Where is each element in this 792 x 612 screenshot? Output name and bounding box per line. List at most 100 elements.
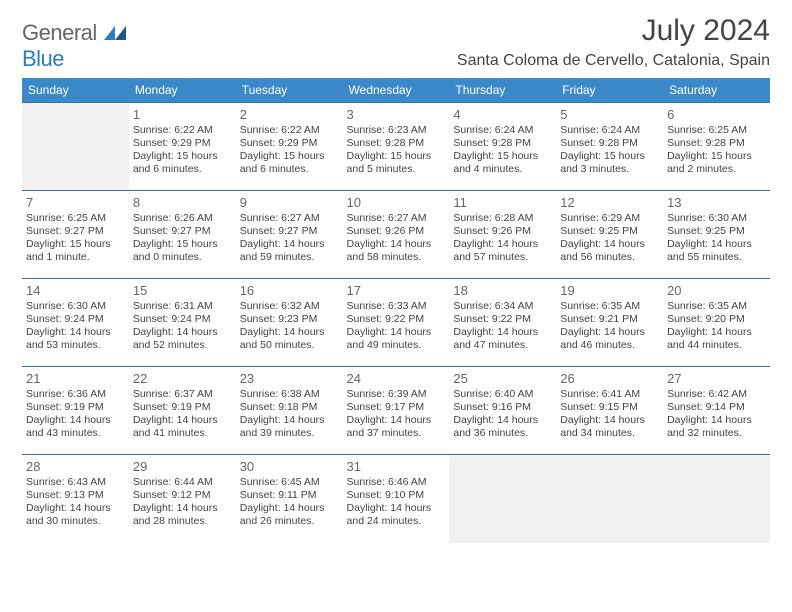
day-header-sunday: Sunday	[22, 78, 129, 103]
week-row: 1 Sunrise: 6:22 AMSunset: 9:29 PMDaylight…	[22, 103, 770, 191]
day-info: Sunrise: 6:27 AMSunset: 9:26 PMDaylight:…	[347, 212, 446, 265]
logo-mark-icon	[104, 26, 126, 40]
page-container: General Blue July 2024 Santa Coloma de C…	[0, 0, 792, 557]
title-block: July 2024 Santa Coloma de Cervello, Cata…	[457, 14, 770, 70]
day-info: Sunrise: 6:27 AMSunset: 9:27 PMDaylight:…	[240, 212, 339, 265]
day-cell: 18 Sunrise: 6:34 AMSunset: 9:22 PMDayligh…	[449, 279, 556, 367]
day-number: 18	[453, 283, 552, 298]
week-row: 21 Sunrise: 6:36 AMSunset: 9:19 PMDayligh…	[22, 367, 770, 455]
day-number: 2	[240, 107, 339, 122]
day-info: Sunrise: 6:39 AMSunset: 9:17 PMDaylight:…	[347, 388, 446, 441]
day-cell: 22Sunrise: 6:37 AMSunset: 9:19 PMDayligh…	[129, 367, 236, 455]
day-number: 7	[26, 195, 125, 210]
day-number: 31	[347, 459, 446, 474]
day-header-monday: Monday	[129, 78, 236, 103]
logo-bottom: Blue	[22, 46, 64, 71]
day-number: 19	[560, 283, 659, 298]
day-cell: 21 Sunrise: 6:36 AMSunset: 9:19 PMDayligh…	[22, 367, 129, 455]
day-number: 13	[667, 195, 766, 210]
day-cell	[663, 455, 770, 543]
day-number: 30	[240, 459, 339, 474]
day-info: Sunrise: 6:24 AMSunset: 9:28 PMDaylight:…	[453, 124, 552, 177]
day-info: Sunrise: 6:42 AMSunset: 9:14 PMDaylight:…	[667, 388, 766, 441]
day-cell: 29 Sunrise: 6:44 AMSunset: 9:12 PMDayligh…	[129, 455, 236, 543]
day-number: 28	[26, 459, 125, 474]
calendar-body: 1 Sunrise: 6:22 AMSunset: 9:29 PMDaylight…	[22, 103, 770, 543]
day-cell: 14Sunrise: 6:30 AMSunset: 9:24 PMDayligh…	[22, 279, 129, 367]
day-cell: 4 Sunrise: 6:24 AMSunset: 9:28 PMDaylight…	[449, 103, 556, 191]
header: General Blue July 2024 Santa Coloma de C…	[22, 14, 770, 72]
day-number: 12	[560, 195, 659, 210]
logo-text: General Blue	[22, 20, 126, 72]
day-number: 29	[133, 459, 232, 474]
day-number: 5	[560, 107, 659, 122]
calendar-header-row: SundayMondayTuesdayWednesdayThursdayFrid…	[22, 78, 770, 103]
day-cell: 15 Sunrise: 6:31 AMSunset: 9:24 PMDayligh…	[129, 279, 236, 367]
day-number: 4	[453, 107, 552, 122]
day-cell: 2 Sunrise: 6:22 AMSunset: 9:29 PMDaylight…	[236, 103, 343, 191]
day-number: 16	[240, 283, 339, 298]
location: Santa Coloma de Cervello, Catalonia, Spa…	[457, 52, 770, 70]
day-info: Sunrise: 6:40 AMSunset: 9:16 PMDaylight:…	[453, 388, 552, 441]
day-header-wednesday: Wednesday	[343, 78, 450, 103]
day-header-thursday: Thursday	[449, 78, 556, 103]
day-info: Sunrise: 6:37 AMSunset: 9:19 PMDaylight:…	[133, 388, 232, 441]
day-info: Sunrise: 6:36 AMSunset: 9:19 PMDaylight:…	[26, 388, 125, 441]
week-row: 14Sunrise: 6:30 AMSunset: 9:24 PMDayligh…	[22, 279, 770, 367]
day-number: 25	[453, 371, 552, 386]
day-cell: 8Sunrise: 6:26 AMSunset: 9:27 PMDaylight…	[129, 191, 236, 279]
day-info: Sunrise: 6:33 AMSunset: 9:22 PMDaylight:…	[347, 300, 446, 353]
day-cell: 3Sunrise: 6:23 AMSunset: 9:28 PMDaylight…	[343, 103, 450, 191]
day-info: Sunrise: 6:28 AMSunset: 9:26 PMDaylight:…	[453, 212, 552, 265]
day-cell: 27 Sunrise: 6:42 AMSunset: 9:14 PMDayligh…	[663, 367, 770, 455]
day-number: 23	[240, 371, 339, 386]
day-number: 1	[133, 107, 232, 122]
day-cell: 6 Sunrise: 6:25 AMSunset: 9:28 PMDaylight…	[663, 103, 770, 191]
day-cell: 30 Sunrise: 6:45 AMSunset: 9:11 PMDayligh…	[236, 455, 343, 543]
day-cell	[22, 103, 129, 191]
day-number: 27	[667, 371, 766, 386]
day-info: Sunrise: 6:22 AMSunset: 9:29 PMDaylight:…	[240, 124, 339, 177]
day-cell: 5Sunrise: 6:24 AMSunset: 9:28 PMDaylight…	[556, 103, 663, 191]
day-number: 24	[347, 371, 446, 386]
week-row: 28 Sunrise: 6:43 AMSunset: 9:13 PMDayligh…	[22, 455, 770, 543]
day-cell: 24 Sunrise: 6:39 AMSunset: 9:17 PMDayligh…	[343, 367, 450, 455]
day-info: Sunrise: 6:25 AMSunset: 9:28 PMDaylight:…	[667, 124, 766, 177]
day-info: Sunrise: 6:26 AMSunset: 9:27 PMDaylight:…	[133, 212, 232, 265]
calendar-table: SundayMondayTuesdayWednesdayThursdayFrid…	[22, 78, 770, 543]
day-cell	[556, 455, 663, 543]
day-number: 9	[240, 195, 339, 210]
day-cell: 19Sunrise: 6:35 AMSunset: 9:21 PMDayligh…	[556, 279, 663, 367]
day-cell: 9 Sunrise: 6:27 AMSunset: 9:27 PMDaylight…	[236, 191, 343, 279]
day-cell: 17 Sunrise: 6:33 AMSunset: 9:22 PMDayligh…	[343, 279, 450, 367]
day-number: 21	[26, 371, 125, 386]
day-cell: 12 Sunrise: 6:29 AMSunset: 9:25 PMDayligh…	[556, 191, 663, 279]
week-row: 7 Sunrise: 6:25 AMSunset: 9:27 PMDaylight…	[22, 191, 770, 279]
day-cell: 20 Sunrise: 6:35 AMSunset: 9:20 PMDayligh…	[663, 279, 770, 367]
day-cell: 16 Sunrise: 6:32 AMSunset: 9:23 PMDayligh…	[236, 279, 343, 367]
day-info: Sunrise: 6:25 AMSunset: 9:27 PMDaylight:…	[26, 212, 125, 265]
day-header-tuesday: Tuesday	[236, 78, 343, 103]
day-number: 15	[133, 283, 232, 298]
day-info: Sunrise: 6:22 AMSunset: 9:29 PMDaylight:…	[133, 124, 232, 177]
day-number: 3	[347, 107, 446, 122]
day-info: Sunrise: 6:45 AMSunset: 9:11 PMDaylight:…	[240, 476, 339, 529]
day-cell: 31 Sunrise: 6:46 AMSunset: 9:10 PMDayligh…	[343, 455, 450, 543]
day-info: Sunrise: 6:35 AMSunset: 9:20 PMDaylight:…	[667, 300, 766, 353]
day-info: Sunrise: 6:41 AMSunset: 9:15 PMDaylight:…	[560, 388, 659, 441]
day-info: Sunrise: 6:31 AMSunset: 9:24 PMDaylight:…	[133, 300, 232, 353]
day-number: 20	[667, 283, 766, 298]
day-info: Sunrise: 6:46 AMSunset: 9:10 PMDaylight:…	[347, 476, 446, 529]
day-info: Sunrise: 6:43 AMSunset: 9:13 PMDaylight:…	[26, 476, 125, 529]
day-info: Sunrise: 6:30 AMSunset: 9:24 PMDaylight:…	[26, 300, 125, 353]
day-info: Sunrise: 6:34 AMSunset: 9:22 PMDaylight:…	[453, 300, 552, 353]
day-cell: 7 Sunrise: 6:25 AMSunset: 9:27 PMDaylight…	[22, 191, 129, 279]
day-number: 11	[453, 195, 552, 210]
day-number: 17	[347, 283, 446, 298]
logo: General Blue	[22, 20, 126, 72]
day-number: 6	[667, 107, 766, 122]
day-info: Sunrise: 6:29 AMSunset: 9:25 PMDaylight:…	[560, 212, 659, 265]
day-header-friday: Friday	[556, 78, 663, 103]
day-info: Sunrise: 6:44 AMSunset: 9:12 PMDaylight:…	[133, 476, 232, 529]
day-info: Sunrise: 6:32 AMSunset: 9:23 PMDaylight:…	[240, 300, 339, 353]
